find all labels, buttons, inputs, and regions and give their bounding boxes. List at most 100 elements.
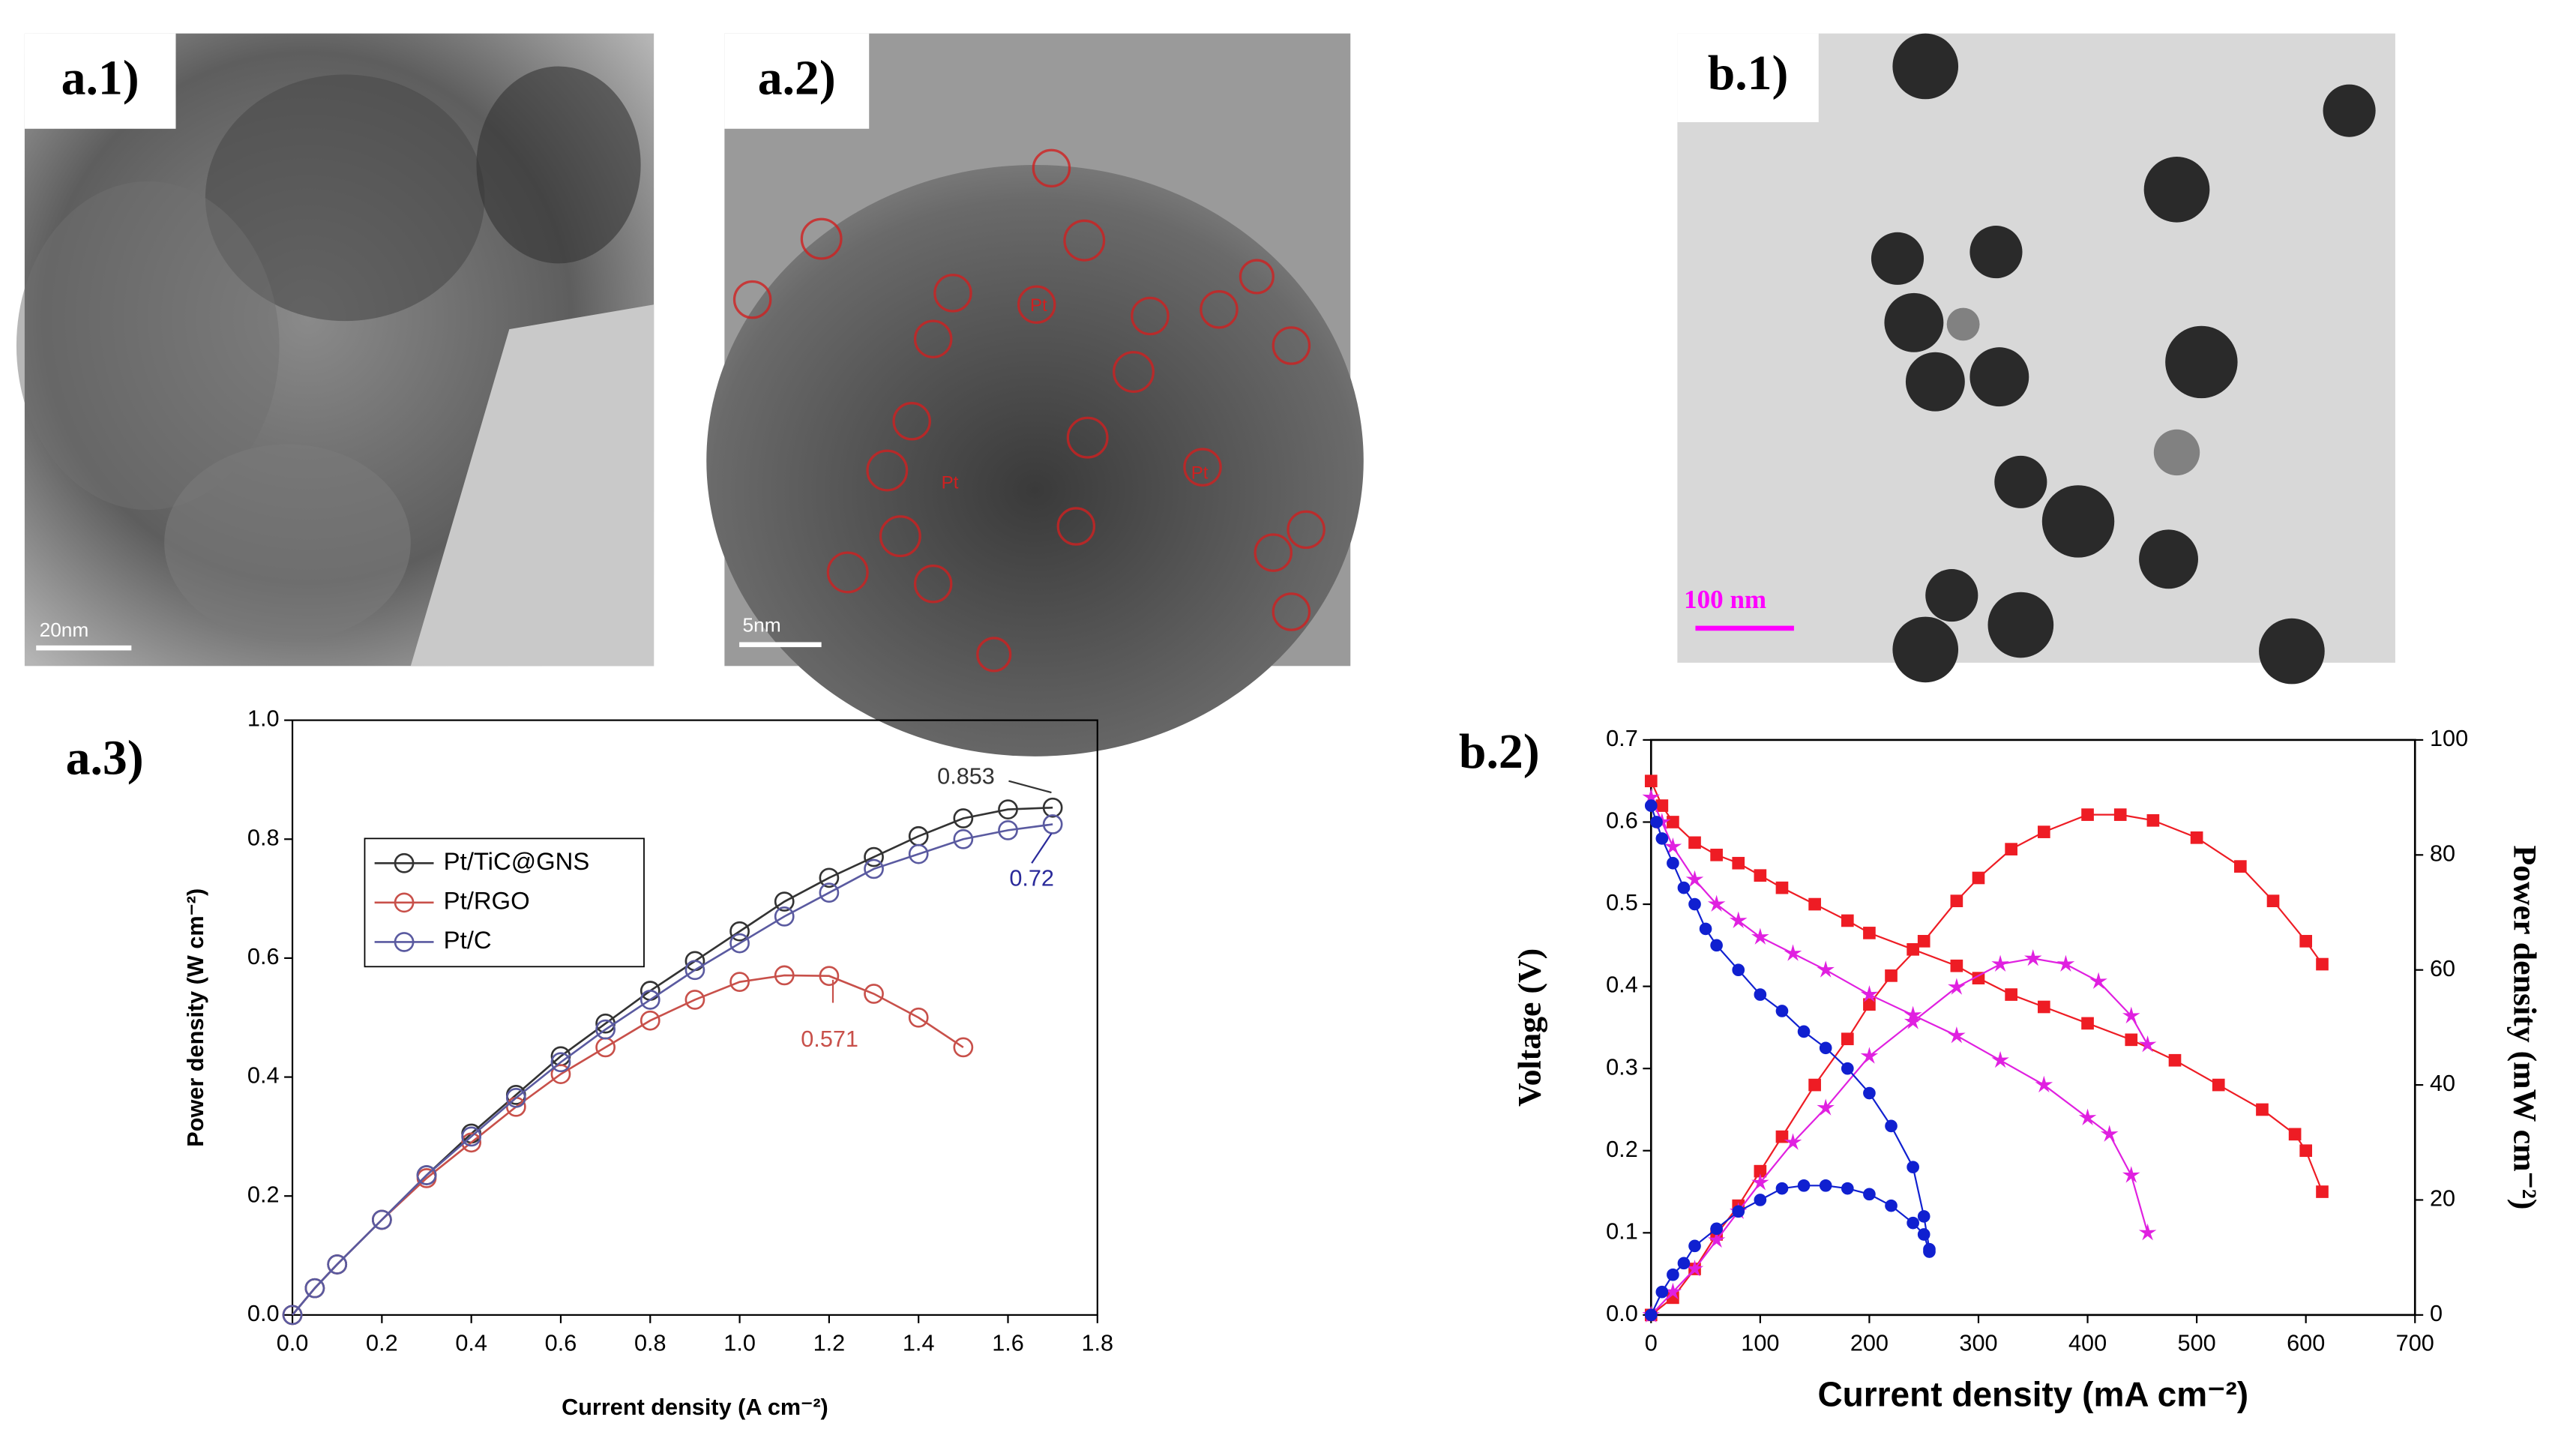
marker <box>461 1132 482 1153</box>
marker <box>1917 935 1931 948</box>
y-tick-label: 0.2 <box>247 1182 280 1207</box>
marker <box>1784 944 1802 961</box>
y-tick-label: 0.8 <box>247 825 280 850</box>
marker <box>2138 1223 2157 1241</box>
series-line <box>1650 813 2323 1316</box>
y2-tick-label: 0 <box>2430 1301 2443 1326</box>
marker <box>371 1209 392 1230</box>
marker <box>595 1019 616 1040</box>
x-tick-label: 1.2 <box>813 1330 846 1356</box>
marker <box>1751 1173 1769 1191</box>
y-tick-label: 0.6 <box>247 944 280 969</box>
marker <box>1699 922 1712 936</box>
marker <box>864 858 884 879</box>
series-line <box>292 823 1053 1316</box>
marker <box>282 1305 303 1326</box>
marker <box>1885 969 1898 982</box>
legend-marker <box>394 892 415 913</box>
x-tick-label: 0.6 <box>545 1330 577 1356</box>
x-tick-label: 1.8 <box>1081 1330 1113 1356</box>
marker <box>729 921 750 942</box>
marker <box>1907 1216 1919 1230</box>
marker <box>684 960 705 981</box>
marker <box>1677 1257 1691 1270</box>
marker <box>1732 963 1745 977</box>
marker <box>2089 972 2107 990</box>
series-line <box>1650 957 2149 1316</box>
marker <box>2212 1078 2225 1092</box>
marker <box>2081 1017 2094 1030</box>
y2-tick-label: 80 <box>2430 840 2455 866</box>
y-tick-label: 0.2 <box>1606 1137 1638 1162</box>
marker <box>1948 1026 1966 1044</box>
marker <box>1688 836 1701 849</box>
series-line <box>1650 780 2323 1192</box>
y2-tick-label: 100 <box>2430 726 2468 751</box>
plot-frame <box>1649 738 2416 1317</box>
marker <box>2005 843 2017 855</box>
marker <box>1885 1119 1898 1133</box>
marker <box>1655 832 1669 845</box>
scale-bar-label: 20nm <box>40 619 89 641</box>
x-tick-label: 0.0 <box>277 1330 309 1356</box>
marker <box>2113 808 2127 821</box>
marker <box>2023 948 2042 966</box>
y-tick-label: 0.5 <box>1606 890 1638 915</box>
x-tick-label: 500 <box>2178 1330 2216 1356</box>
marker <box>1917 1228 1931 1241</box>
marker <box>505 1087 526 1108</box>
marker <box>1841 1182 1854 1195</box>
marker <box>1650 816 1663 828</box>
pt-label: Pt <box>1191 463 1209 483</box>
marker <box>1907 1161 1919 1173</box>
marker <box>1710 939 1723 952</box>
x-tick-label: 400 <box>2068 1330 2107 1356</box>
marker <box>2234 860 2247 873</box>
panel-label: a.3) <box>66 731 144 786</box>
x-tick-label: 300 <box>1959 1330 1997 1356</box>
x-tick-label: 600 <box>2287 1330 2325 1356</box>
marker <box>1863 927 1876 939</box>
x-axis-label: Current density (A cm⁻²) <box>562 1395 828 1420</box>
x-tick-label: 0.8 <box>634 1330 666 1356</box>
marker <box>1991 954 2009 972</box>
marker <box>327 1254 348 1275</box>
marker <box>1948 978 1966 995</box>
micrograph-a2: Pt Pt Pt a.2) 5nm <box>706 33 1364 756</box>
marker <box>1950 894 1963 907</box>
marker <box>2100 1125 2119 1142</box>
marker <box>953 808 974 828</box>
marker <box>1655 799 1669 812</box>
marker <box>2081 808 2094 821</box>
marker <box>2316 957 2329 971</box>
marker <box>1950 959 1963 972</box>
marker <box>2299 1144 2313 1158</box>
x-tick-label: 1.6 <box>992 1330 1024 1356</box>
marker <box>1688 1239 1701 1253</box>
marker <box>550 1064 571 1084</box>
marker <box>864 984 884 1004</box>
marker <box>1644 799 1658 812</box>
marker <box>1784 1133 1802 1150</box>
x-tick-label: 1.4 <box>903 1330 935 1356</box>
marker <box>1707 894 1726 912</box>
y-tick-label: 0.0 <box>1606 1301 1638 1326</box>
marker <box>1904 1012 1922 1029</box>
series-line <box>292 974 964 1316</box>
marker <box>461 1126 482 1147</box>
marker <box>774 891 795 912</box>
marker <box>1863 998 1876 1011</box>
y-axis-label: Voltage (V) <box>1512 948 1548 1107</box>
marker <box>998 820 1018 840</box>
x-tick-label: 0.2 <box>366 1330 398 1356</box>
marker <box>1729 911 1748 928</box>
marker <box>1775 1005 1789 1017</box>
marker <box>416 1165 437 1185</box>
marker <box>2299 935 2313 948</box>
marker <box>1655 1285 1669 1299</box>
marker <box>2122 1166 2140 1183</box>
y-tick-label: 0.6 <box>1606 808 1638 834</box>
marker <box>2146 813 2160 827</box>
y-tick-label: 0.4 <box>247 1063 280 1089</box>
